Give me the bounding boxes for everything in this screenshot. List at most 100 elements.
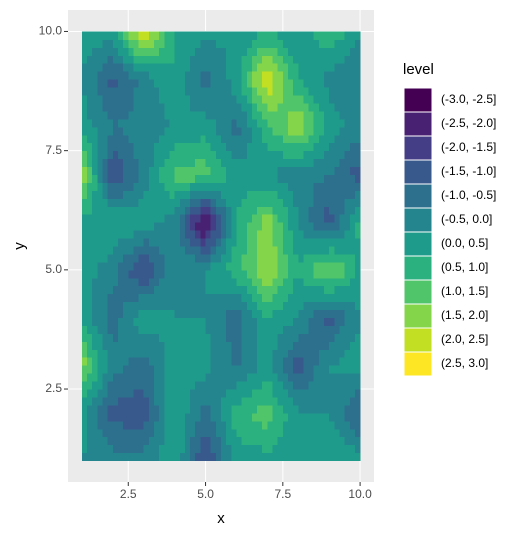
contour-cell bbox=[246, 182, 253, 191]
contour-cell bbox=[112, 222, 119, 231]
contour-cell bbox=[179, 357, 186, 366]
contour-cell bbox=[154, 428, 160, 438]
contour-cell bbox=[313, 396, 320, 406]
contour-cell bbox=[117, 95, 124, 104]
contour-cell bbox=[97, 190, 104, 199]
contour-cell bbox=[128, 174, 134, 183]
contour-cell bbox=[107, 174, 114, 183]
contour-cell bbox=[298, 126, 304, 136]
contour-cell bbox=[324, 444, 330, 454]
contour-cell bbox=[282, 238, 289, 247]
contour-cell bbox=[87, 261, 93, 271]
contour-cell bbox=[154, 158, 160, 168]
contour-cell bbox=[349, 381, 356, 390]
contour-cell bbox=[215, 71, 222, 80]
contour-cell bbox=[303, 253, 310, 263]
contour-cell bbox=[287, 190, 294, 199]
contour-cell bbox=[277, 158, 284, 168]
contour-cell bbox=[117, 349, 124, 358]
contour-cell bbox=[251, 214, 258, 223]
contour-cell bbox=[164, 47, 170, 56]
contour-cell bbox=[195, 325, 201, 334]
contour-cell bbox=[107, 325, 114, 334]
contour-cell bbox=[143, 389, 150, 398]
contour-cell bbox=[318, 317, 325, 326]
contour-cell bbox=[143, 452, 150, 462]
contour-cell bbox=[205, 174, 212, 183]
contour-cell bbox=[313, 333, 320, 342]
contour-cell bbox=[282, 253, 289, 263]
contour-cell bbox=[179, 230, 186, 239]
contour-cell bbox=[169, 452, 176, 462]
contour-cell bbox=[287, 126, 294, 136]
contour-cell bbox=[205, 71, 212, 80]
contour-cell bbox=[169, 420, 176, 430]
contour-cell bbox=[123, 285, 129, 295]
contour-cell bbox=[174, 333, 181, 342]
contour-cell bbox=[251, 158, 258, 168]
contour-cell bbox=[215, 396, 222, 406]
contour-cell bbox=[354, 341, 361, 350]
contour-cell bbox=[339, 452, 346, 462]
contour-cell bbox=[308, 190, 315, 199]
contour-cell bbox=[257, 444, 263, 454]
contour-cell bbox=[87, 373, 93, 382]
contour-cell bbox=[298, 55, 304, 64]
contour-cell bbox=[282, 102, 289, 112]
contour-cell bbox=[277, 222, 284, 231]
contour-cell bbox=[205, 373, 212, 382]
contour-cell bbox=[174, 452, 181, 462]
contour-cell bbox=[226, 412, 232, 422]
contour-cell bbox=[81, 365, 88, 374]
contour-cell bbox=[190, 174, 196, 183]
contour-cell bbox=[169, 325, 176, 334]
legend-label: (-1.0, -0.5] bbox=[441, 188, 496, 202]
contour-cell bbox=[174, 166, 181, 175]
contour-cell bbox=[133, 214, 140, 223]
contour-cell bbox=[154, 301, 160, 311]
contour-cell bbox=[190, 253, 196, 263]
contour-cell bbox=[231, 87, 237, 96]
contour-cell bbox=[221, 55, 227, 64]
contour-cell bbox=[169, 190, 176, 199]
contour-cell bbox=[293, 420, 299, 430]
contour-cell bbox=[221, 118, 227, 128]
contour-cell bbox=[215, 404, 222, 414]
contour-cell bbox=[257, 333, 263, 342]
contour-cell bbox=[154, 246, 160, 255]
contour-cell bbox=[267, 349, 274, 358]
contour-cell bbox=[210, 444, 217, 454]
contour-cell bbox=[339, 373, 346, 382]
contour-cell bbox=[339, 190, 346, 199]
contour-cell bbox=[251, 285, 258, 295]
contour-cell bbox=[195, 277, 201, 287]
contour-cell bbox=[226, 158, 232, 168]
contour-cell bbox=[159, 31, 165, 40]
contour-cell bbox=[169, 214, 176, 223]
contour-cell bbox=[221, 381, 227, 390]
contour-cell bbox=[159, 317, 165, 326]
contour-cell bbox=[164, 246, 170, 255]
contour-cell bbox=[308, 333, 315, 342]
contour-cell bbox=[226, 150, 232, 160]
contour-cell bbox=[318, 373, 325, 382]
contour-cell bbox=[92, 444, 98, 454]
contour-cell bbox=[293, 277, 299, 287]
contour-cell bbox=[277, 71, 284, 80]
contour-cell bbox=[313, 95, 320, 104]
contour-cell bbox=[200, 261, 207, 271]
contour-cell bbox=[179, 190, 186, 199]
contour-cell bbox=[329, 269, 335, 279]
contour-cell bbox=[210, 285, 217, 295]
contour-cell bbox=[123, 166, 129, 175]
contour-cell bbox=[231, 47, 237, 56]
contour-cell bbox=[128, 63, 134, 72]
contour-cell bbox=[231, 174, 237, 183]
contour-cell bbox=[262, 389, 268, 398]
contour-cell bbox=[112, 95, 119, 104]
contour-cell bbox=[318, 142, 325, 152]
contour-cell bbox=[354, 71, 361, 80]
contour-cell bbox=[282, 158, 289, 168]
contour-cell bbox=[324, 389, 330, 398]
contour-cell bbox=[195, 95, 201, 104]
